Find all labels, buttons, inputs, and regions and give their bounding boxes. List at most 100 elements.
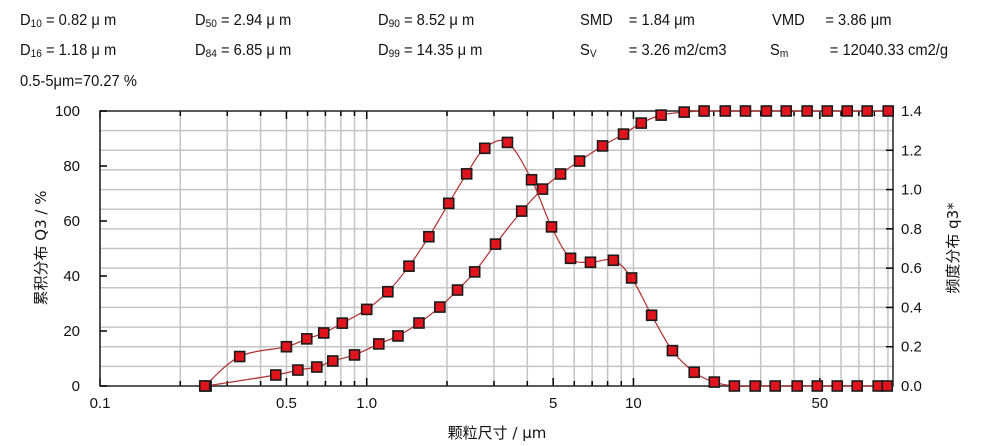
- stat-label: D: [20, 12, 31, 29]
- frequency-q3-marker: [478, 142, 491, 155]
- plot-frame: [99, 110, 894, 387]
- y-tick-label: 40: [63, 268, 80, 285]
- frequency-q3-marker: [198, 380, 211, 392]
- y2-tick-label: 1.2: [901, 142, 922, 159]
- x-tick-label: 0.1: [90, 395, 111, 412]
- cumulative-q3-marker: [739, 105, 752, 117]
- cumulative-q3-marker: [536, 183, 549, 195]
- x-tick-label: 0.5: [276, 395, 297, 412]
- frequency-q3-marker: [545, 221, 558, 233]
- stat-label: D: [195, 12, 206, 29]
- cumulative-q3-marker: [451, 284, 464, 296]
- cumulative-q3-marker: [573, 155, 586, 167]
- frequency-q3-marker: [317, 327, 330, 339]
- frequency-q3-marker: [607, 254, 620, 267]
- frequency-q3-marker: [688, 366, 701, 379]
- frequency-q3-marker: [831, 380, 844, 392]
- cumulative-q3-marker: [841, 105, 853, 117]
- stat-item: SMD = 1.84 μm: [580, 12, 695, 30]
- stat-item: D99 = 14.35 μ m: [378, 42, 482, 60]
- cumulative-q3-marker: [617, 128, 630, 140]
- x-tick-label: 10: [625, 395, 642, 412]
- stat-item: D50 = 2.94 μ m: [195, 12, 291, 30]
- cumulative-q3-marker: [698, 105, 710, 117]
- stat-value: = 3.26 m2/cm3: [628, 42, 727, 59]
- grid: [99, 111, 893, 386]
- frequency-q3-marker: [645, 309, 658, 322]
- cumulative-q3-marker: [760, 105, 773, 117]
- stat-item: VMD = 3.86 μm: [772, 12, 892, 30]
- stat-value: = 8.52 μ m: [399, 12, 475, 29]
- stat-value: = 0.82 μ m: [41, 12, 117, 29]
- stat-label: SMD: [580, 12, 613, 29]
- frequency-q3-marker: [300, 333, 313, 345]
- cumulative-q3-marker: [311, 361, 323, 373]
- stat-label: D: [195, 42, 206, 59]
- cumulative-q3-marker: [326, 355, 339, 367]
- frequency-q3-marker: [460, 168, 473, 180]
- cumulative-q3-marker: [489, 238, 502, 250]
- frequency-q3-marker: [525, 173, 538, 186]
- stat-subscript: 10: [30, 18, 42, 30]
- y2-tick-label: 1.0: [901, 182, 922, 199]
- stat-label: VMD: [772, 12, 805, 29]
- cumulative-q3-marker: [515, 205, 528, 217]
- stat-value: = 1.18 μ m: [41, 42, 117, 59]
- y2-tick-label: 0.8: [901, 221, 922, 238]
- cumulative-q3-marker: [392, 330, 404, 342]
- cumulative-q3-marker: [269, 369, 282, 381]
- cumulative-q3-marker: [554, 168, 567, 180]
- cumulative-q3-marker: [655, 109, 667, 121]
- stat-label: D: [378, 12, 389, 29]
- stat-value: = 6.85 μ m: [216, 42, 292, 59]
- stat-item: Sm = 12040.33 cm2/g: [770, 42, 948, 60]
- cumulative-q3-marker: [468, 266, 481, 278]
- stat-value: = 3.86 μm: [825, 12, 892, 29]
- stat-label: D: [20, 42, 31, 59]
- frequency-q3-marker: [564, 252, 577, 265]
- stat-subscript: V: [589, 48, 597, 60]
- stat-label: S: [580, 42, 590, 59]
- stat-subscript: 16: [30, 48, 42, 60]
- y-tick-label: 60: [63, 213, 80, 230]
- cumulative-q3-marker: [678, 106, 691, 118]
- cumulative-q3-marker: [882, 105, 895, 117]
- frequency-q3-marker: [501, 136, 514, 149]
- frequency-q3-marker: [360, 303, 373, 316]
- stat-label: 0.5-5μm=70.27 %: [20, 73, 137, 90]
- y2-tick-label: 1.4: [901, 103, 922, 120]
- y2-axis-title: 频度分布 q3*: [944, 202, 962, 294]
- stat-item: D16 = 1.18 μ m: [20, 42, 116, 60]
- stat-subscript: 90: [388, 18, 400, 30]
- frequency-q3-marker: [423, 230, 435, 243]
- stat-item: D90 = 8.52 μ m: [378, 12, 474, 30]
- y2-tick-label: 0.4: [901, 299, 922, 316]
- frequency-q3-marker: [403, 260, 415, 272]
- frequency-q3-marker: [708, 376, 721, 388]
- stat-label: S: [770, 42, 780, 59]
- stat-item: SV = 3.26 m2/cm3: [580, 42, 727, 60]
- frequency-q3-marker: [280, 340, 293, 353]
- stat-item: D10 = 0.82 μ m: [20, 12, 116, 30]
- frequency-q3-marker: [851, 380, 863, 392]
- frequency-q3-marker: [584, 256, 597, 269]
- cumulative-q3-marker: [348, 349, 361, 361]
- y2-tick-label: 0.0: [901, 378, 922, 395]
- y-tick-label: 0: [72, 378, 80, 395]
- stat-value: = 12040.33 cm2/g: [829, 42, 949, 59]
- frequency-q3-marker: [233, 350, 246, 363]
- y-tick-label: 80: [63, 158, 80, 175]
- stat-label: D: [378, 42, 389, 59]
- cumulative-q3-marker: [861, 105, 873, 117]
- cumulative-q3-marker: [635, 117, 648, 129]
- y2-tick-label: 0.2: [901, 339, 922, 356]
- frequency-q3-marker: [336, 317, 349, 329]
- series-marks: [198, 105, 895, 392]
- y-tick-label: 100: [55, 103, 80, 120]
- stat-value: = 2.94 μ m: [216, 12, 292, 29]
- frequency-q3-marker: [728, 380, 741, 392]
- x-tick-label: 1.0: [356, 395, 377, 412]
- frequency-q3-marker: [625, 272, 638, 284]
- cumulative-q3-marker: [434, 301, 446, 313]
